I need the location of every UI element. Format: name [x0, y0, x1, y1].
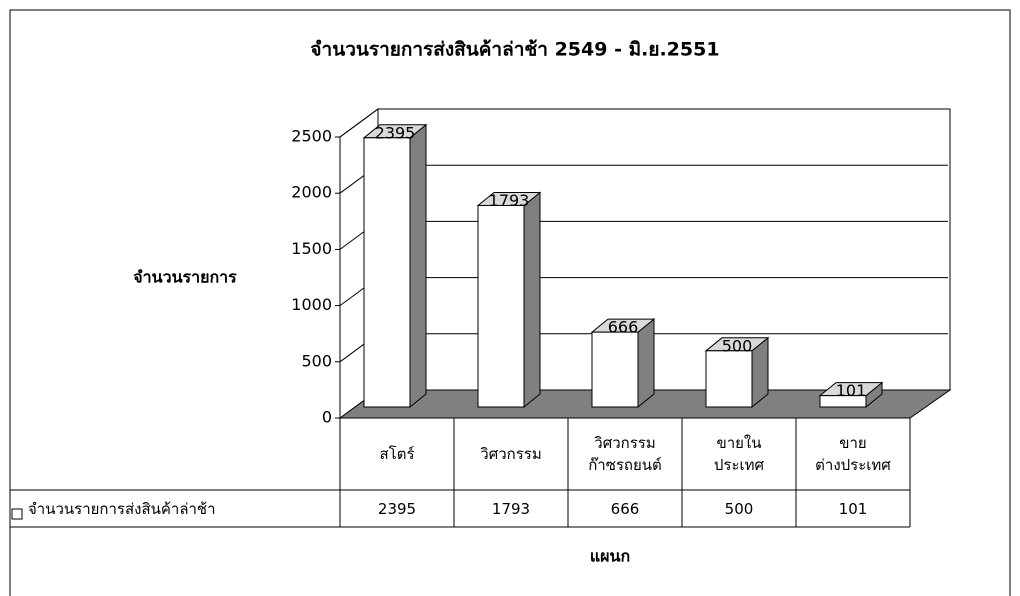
grid-line — [339, 108, 379, 138]
x-axis-label: แผนก — [590, 547, 630, 566]
data-label: 666 — [608, 318, 639, 337]
legend-swatch — [11, 508, 23, 520]
x-tick-label: สโตร์ — [379, 445, 415, 463]
x-tick-label: ขาย ต่างประเทศ — [815, 434, 891, 474]
y-tick-label: 2000 — [291, 183, 332, 202]
x-tick-label: วิศวกรรม ก๊าซรถยนต์ — [588, 434, 662, 474]
bar — [363, 137, 411, 408]
chart-title: จำนวนรายการส่งสินค้าล่าช้า 2549 - มิ.ย.2… — [310, 39, 719, 61]
data-label: 1793 — [489, 191, 530, 210]
table-value: 666 — [610, 499, 640, 518]
table-value: 500 — [724, 499, 754, 518]
bar — [819, 395, 867, 408]
bar — [591, 331, 639, 408]
x-tick-label: ขายใน ประเทศ — [713, 434, 765, 474]
table-value: 2395 — [377, 499, 417, 518]
chart-frame — [9, 9, 1011, 596]
table-value: 1793 — [491, 499, 531, 518]
bar-side — [523, 191, 541, 409]
y-tick-label: 2500 — [291, 127, 332, 146]
data-label: 500 — [722, 336, 753, 355]
y-tick-label: 500 — [301, 351, 332, 370]
x-tick-label: วิศวกรรม — [480, 445, 542, 463]
y-axis-label: จำนวนรายการ — [133, 268, 237, 287]
bar-side — [409, 123, 427, 409]
bar-side — [637, 318, 655, 409]
data-label: 2395 — [375, 123, 416, 142]
legend-label: จำนวนรายการส่งสินค้าล่าช้า — [28, 499, 216, 518]
y-tick-label: 1000 — [291, 295, 332, 314]
data-label: 101 — [836, 381, 867, 400]
y-tick-label: 1500 — [291, 239, 332, 258]
y-tick-label: 0 — [322, 408, 332, 427]
bar — [477, 204, 525, 408]
bar — [705, 350, 753, 408]
back-wall — [377, 108, 951, 391]
table-value: 101 — [838, 499, 868, 518]
